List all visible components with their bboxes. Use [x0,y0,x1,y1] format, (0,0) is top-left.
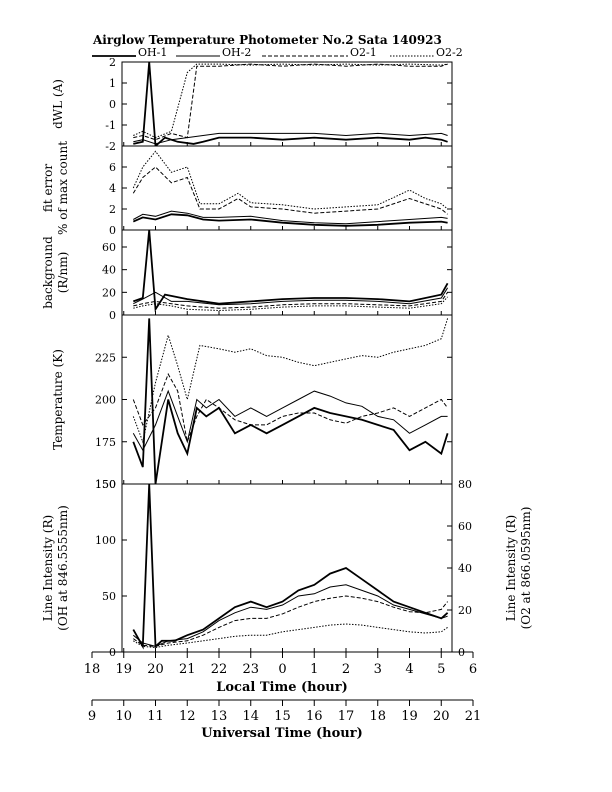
y-right-tick-label: 0 [458,646,465,659]
y-axis-label-sub: % of max count [56,141,70,235]
series-dwl-O2-2 [133,63,448,139]
x-tick-label: 21 [179,662,196,677]
y-right-axis-label: Line Intensity (R) [504,515,518,621]
ut-tick-label: 9 [88,709,96,724]
y-axis-label-sub: (R/nm) [56,252,70,294]
panel-frame-fit [121,145,453,231]
ut-tick-label: 16 [306,709,323,724]
x-tick-label: 3 [374,662,382,677]
y-tick-label: 60 [102,241,116,254]
y-tick-label: 6 [109,161,116,174]
series-intensity-OH-1 [132,484,449,650]
panel-frame-bg [121,229,453,316]
series-dwl-O2-1 [133,63,448,141]
ut-tick-label: 10 [115,709,132,724]
text-labels: Airglow Temperature Photometer No.2 Sata… [41,33,533,741]
series-bg-OH-1 [132,230,449,313]
y-tick-label: -1 [105,119,116,132]
y-axis-label: dWL (A) [51,79,65,129]
legend-label: O2-2 [436,46,463,59]
y-tick-label: 2 [109,56,116,69]
ut-tick-label: 11 [147,709,164,724]
y-tick-label: 2 [109,203,116,216]
y-right-tick-label: 60 [458,520,472,533]
y-tick-label: 175 [95,436,116,449]
series-dwl-OH-2 [133,132,448,145]
y-tick-label: 0 [109,224,116,237]
series-bg-OH-2 [133,287,449,306]
y-tick-label: 1 [109,77,116,90]
y-tick-label: 0 [109,98,116,111]
series-temp-OH-1 [132,318,449,484]
y-axis-label: background [41,236,55,309]
y-axis-label: Temperature (K) [51,349,65,450]
y-axis-label: Line Intensity (R) [41,515,55,621]
x-tick-label: 19 [115,662,132,677]
y-axis-label-sub: (OH at 846.5555nm) [56,505,70,631]
series-fit-O2-2 [132,150,448,210]
y-tick-label: 225 [95,351,116,364]
y-right-tick-label: 40 [458,562,472,575]
x-tick-label: 0 [278,662,286,677]
series-intensity-O2-1 [133,595,448,647]
x-tick-label: 1 [310,662,318,677]
ut-tick-label: 17 [338,709,355,724]
x-tick-label: 20 [147,662,164,677]
series-lines [132,62,449,650]
ut-tick-label: 14 [242,709,259,724]
x-tick-label: 22 [211,662,228,677]
local-time-label: Local Time (hour) [216,680,348,695]
y-right-tick-label: 20 [458,604,472,617]
x-tick-label: 6 [469,662,477,677]
x-tick-label: 23 [242,662,259,677]
y-tick-label: 200 [95,394,116,407]
ut-tick-label: 13 [211,709,228,724]
legend-label: O2-1 [350,46,377,59]
ut-tick-label: 18 [369,709,386,724]
y-tick-label: -2 [105,140,116,153]
ut-tick-label: 21 [465,709,482,724]
x-tick-label: 2 [342,662,350,677]
series-bg-O2-1 [133,292,449,309]
chart-title: Airglow Temperature Photometer No.2 Sata… [92,33,442,47]
y-tick-label: 150 [95,478,116,491]
series-fit-OH-2 [133,210,448,225]
y-tick-label: 4 [109,182,116,195]
x-tick-label: 4 [405,662,413,677]
series-intensity-OH-2 [132,584,448,647]
y-tick-label: 100 [95,534,116,547]
panel-frames [91,61,474,706]
series-fit-O2-1 [132,166,448,215]
x-tick-label: 18 [84,662,101,677]
ut-tick-label: 15 [274,709,291,724]
legend-label: OH-1 [138,46,167,59]
series-intensity-O2-2 [133,623,448,649]
legend-label: OH-2 [222,46,251,59]
y-tick-label: 150 [95,478,116,491]
series-temp-OH-2 [132,389,448,452]
y-right-tick-label: 80 [458,478,472,491]
ut-label: Universal Time (hour) [201,726,363,741]
series-temp-O2-1 [132,372,449,444]
panel-frame-intensity [121,483,453,653]
y-axis-label: fit error [41,164,55,212]
y-right-axis-label-sub: (O2 at 866.0595nm) [519,507,533,630]
y-tick-label: 20 [102,286,116,299]
y-tick-label: 40 [102,264,116,277]
ut-tick-label: 12 [179,709,196,724]
x-tick-label: 5 [437,662,445,677]
series-dwl-OH-1 [133,62,448,146]
y-tick-label: 50 [102,590,116,603]
y-tick-label: 0 [109,309,116,322]
ut-tick-label: 19 [401,709,418,724]
ut-tick-label: 20 [433,709,450,724]
y-tick-label: 0 [109,646,116,659]
series-fit-OH-1 [132,213,448,227]
series-bg-O2-2 [133,296,448,312]
